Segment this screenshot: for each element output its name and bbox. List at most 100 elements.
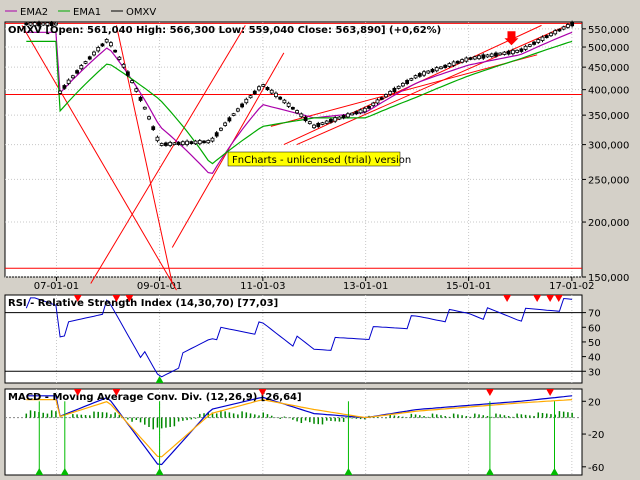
price-bar — [468, 56, 473, 61]
price-bar — [299, 112, 304, 119]
price-bar-body — [37, 21, 41, 27]
price-bar — [41, 22, 46, 27]
price-bar — [392, 86, 397, 94]
price-bar-body — [506, 50, 511, 55]
price-bar-body — [104, 39, 109, 43]
price-bar — [206, 139, 211, 144]
trend-line-2 — [90, 25, 246, 284]
price-bar-body — [24, 22, 29, 26]
price-bar-body — [125, 71, 130, 76]
price-bar-body — [570, 21, 575, 27]
price-bar — [523, 44, 528, 52]
xtick-label-0: 07-01-01 — [34, 281, 79, 292]
price-bar-body — [426, 70, 431, 74]
price-bar-body — [252, 90, 257, 95]
price-bar-body — [367, 105, 371, 109]
price-bar — [396, 85, 401, 90]
macd-sell-marker-icon — [73, 389, 82, 396]
price-bar — [45, 21, 50, 27]
price-bar-body — [312, 124, 316, 129]
price-bar — [164, 141, 168, 147]
price-bar-body — [109, 42, 113, 47]
xtick-label-5: 17-01-02 — [549, 281, 594, 292]
price-bar-body — [168, 141, 173, 146]
macd-ytick-label-1: -20 — [588, 430, 604, 441]
trend-line-6 — [270, 54, 538, 127]
price-bar — [155, 135, 160, 143]
price-bar — [565, 23, 570, 29]
price-bar-body — [49, 22, 54, 27]
price-bar — [527, 43, 532, 48]
price-bar — [362, 106, 367, 114]
price-bar-body — [477, 55, 481, 60]
macd-ytick-label-2: -60 — [588, 463, 604, 474]
price-bar — [426, 70, 431, 75]
price-bar-body — [278, 96, 283, 100]
legend-label-omxv: OMXV — [126, 7, 156, 18]
price-bar — [544, 34, 549, 39]
price-bar-body — [350, 112, 355, 116]
rsi-ytick-label-2: 50 — [588, 338, 601, 349]
price-bar — [151, 125, 156, 131]
price-bar-body — [396, 85, 401, 89]
price-bar-body — [79, 65, 84, 70]
macd-macd-line — [26, 395, 573, 466]
price-bar — [400, 82, 405, 88]
price-bar-body — [223, 122, 228, 126]
price-bar — [540, 35, 545, 43]
price-bar — [350, 112, 355, 116]
rsi-ytick-label-1: 40 — [588, 353, 601, 364]
price-bar — [447, 62, 452, 68]
price-bar-body — [274, 92, 278, 98]
price-bar-body — [341, 114, 346, 119]
price-bar — [92, 50, 96, 57]
legend-label-ema2: EMA2 — [20, 7, 48, 18]
xtick-label-4: 15-01-01 — [446, 281, 491, 292]
price-bar — [176, 141, 181, 146]
price-bar-body — [176, 141, 181, 145]
price-bar — [278, 96, 283, 101]
price-bar-body — [231, 113, 236, 116]
price-bar-body — [447, 63, 452, 67]
price-bar-body — [286, 102, 291, 107]
price-bar — [455, 60, 460, 65]
price-bar-body — [388, 91, 393, 95]
macd-sell-marker-icon — [112, 389, 121, 396]
price-bar — [570, 20, 575, 28]
price-bar-body — [248, 95, 253, 99]
xtick-label-2: 11-01-03 — [240, 281, 285, 292]
price-bar — [24, 22, 29, 26]
price-bar — [477, 54, 481, 61]
price-ytick-label-5: 400,000 — [588, 86, 629, 97]
macd-sell-marker-icon — [485, 389, 494, 396]
price-bar — [32, 21, 37, 27]
price-bar-body — [138, 96, 143, 101]
price-bar-body — [265, 86, 270, 91]
price-bar — [320, 121, 325, 126]
macd-sell-marker-icon — [258, 389, 267, 396]
rsi-sell-marker-icon — [112, 295, 121, 302]
price-bar — [244, 97, 249, 105]
panel-1-frame — [4, 21, 583, 278]
price-bar — [172, 141, 177, 146]
price-bar-body — [515, 49, 520, 53]
trend-line-1 — [115, 25, 173, 284]
price-bar-body — [117, 56, 122, 60]
price-bar-body — [375, 99, 380, 104]
price-bar-body — [96, 47, 101, 52]
price-bar — [37, 20, 41, 28]
price-bar — [307, 120, 312, 125]
price-bar — [494, 51, 498, 58]
xtick-label-1: 09-01-01 — [137, 281, 182, 292]
price-bar-body — [536, 39, 541, 43]
rsi-line — [25, 297, 573, 378]
price-bar-body — [324, 120, 329, 124]
price-bar-body — [464, 57, 469, 62]
price-bar — [337, 116, 342, 121]
price-bar — [312, 123, 316, 129]
price-bar-body — [70, 75, 75, 79]
price-bar — [485, 53, 490, 58]
price-bar-body — [485, 54, 490, 58]
price-bar-body — [227, 117, 232, 122]
